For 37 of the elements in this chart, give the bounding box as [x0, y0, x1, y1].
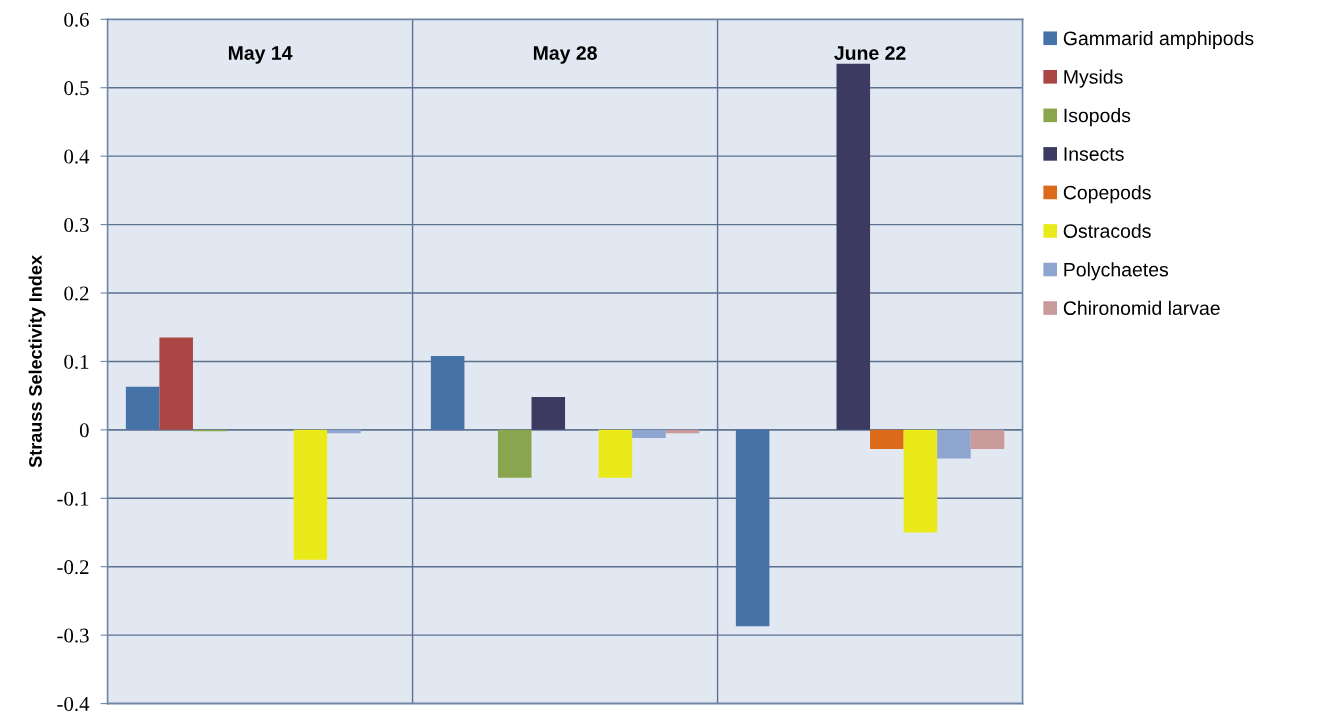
legend-label: Insects — [1064, 147, 1124, 161]
y-tick-label: 0 — [79, 423, 89, 438]
bar — [836, 63, 871, 430]
bar — [903, 429, 938, 533]
y-tick-label: -0.4 — [57, 696, 90, 712]
y-tick-label: 0.1 — [64, 354, 89, 369]
legend-label: Isopods — [1064, 108, 1131, 127]
y-tick-label: -0.3 — [57, 628, 89, 643]
y-tick-label: 0.5 — [64, 81, 89, 96]
bar — [293, 429, 328, 560]
bar — [497, 429, 532, 478]
bar — [125, 386, 160, 430]
legend-label: Gammarid amphipods — [1063, 30, 1254, 50]
bar — [970, 429, 1005, 450]
legend-label: Chironomid larvae — [1063, 300, 1220, 316]
bar — [870, 429, 904, 450]
bar — [531, 397, 566, 430]
y-tick-label: -0.2 — [57, 560, 89, 575]
bar — [632, 429, 666, 439]
legend-label: Copepods — [1063, 185, 1151, 204]
y-axis-title: Strauss Selectivity Index — [28, 255, 46, 468]
x-tick-label: May 28 — [533, 46, 597, 64]
y-tick-label: -0.1 — [57, 491, 89, 506]
y-tick-label: 0.2 — [64, 286, 89, 301]
bar — [735, 429, 770, 627]
y-tick-label: 0.3 — [64, 217, 89, 233]
y-tick-label: 0.4 — [64, 149, 90, 164]
y-tick-label: 0.6 — [64, 12, 89, 27]
bar — [159, 337, 193, 430]
legend-label: Mysids — [1064, 69, 1123, 88]
bar — [937, 429, 971, 459]
bar — [598, 429, 633, 478]
bar — [430, 355, 465, 430]
legend-label: Ostracods — [1063, 223, 1151, 238]
x-tick-label: June 22 — [834, 46, 906, 60]
x-tick-label: May 14 — [228, 46, 293, 64]
legend-label: Polychaetes — [1064, 262, 1169, 281]
